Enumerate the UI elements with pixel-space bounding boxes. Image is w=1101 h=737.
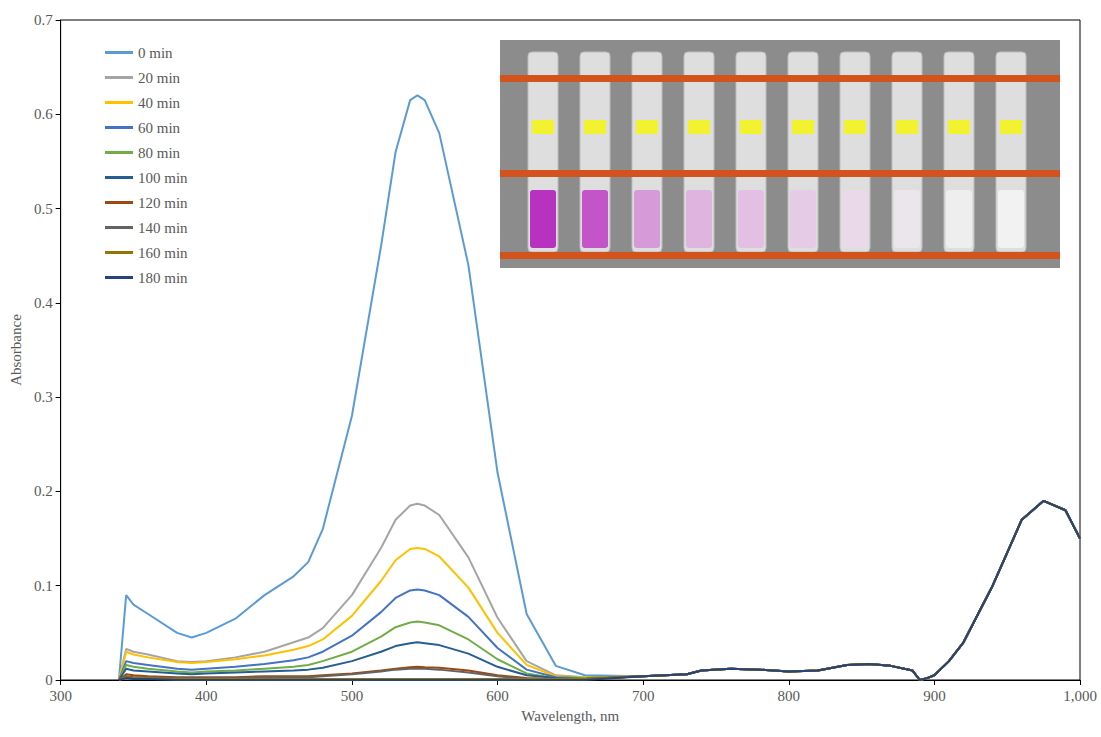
svg-text:300: 300 (49, 688, 72, 704)
svg-text:80 min: 80 min (138, 145, 181, 161)
svg-text:800: 800 (778, 688, 801, 704)
svg-text:140 min: 140 min (138, 220, 188, 236)
svg-text:0.4: 0.4 (34, 295, 53, 311)
svg-text:Absorbance: Absorbance (8, 314, 24, 386)
svg-text:0.6: 0.6 (34, 106, 53, 122)
svg-text:0.5: 0.5 (34, 201, 53, 217)
svg-text:600: 600 (486, 688, 509, 704)
svg-text:0.3: 0.3 (34, 389, 53, 405)
svg-text:0.2: 0.2 (34, 483, 53, 499)
svg-text:Wavelength, nm: Wavelength, nm (521, 708, 619, 724)
svg-text:160 min: 160 min (138, 245, 188, 261)
svg-text:180 min: 180 min (138, 270, 188, 286)
svg-text:20 min: 20 min (138, 70, 181, 86)
svg-text:1,000: 1,000 (1063, 688, 1097, 704)
svg-text:60 min: 60 min (138, 120, 181, 136)
svg-text:40 min: 40 min (138, 95, 181, 111)
svg-text:400: 400 (195, 688, 218, 704)
svg-text:0 min: 0 min (138, 45, 173, 61)
svg-text:0.7: 0.7 (34, 12, 53, 28)
svg-text:0.1: 0.1 (34, 578, 53, 594)
svg-text:900: 900 (923, 688, 946, 704)
svg-text:0: 0 (45, 672, 53, 688)
svg-text:100 min: 100 min (138, 170, 188, 186)
svg-text:700: 700 (632, 688, 655, 704)
svg-text:120 min: 120 min (138, 195, 188, 211)
svg-text:500: 500 (341, 688, 364, 704)
